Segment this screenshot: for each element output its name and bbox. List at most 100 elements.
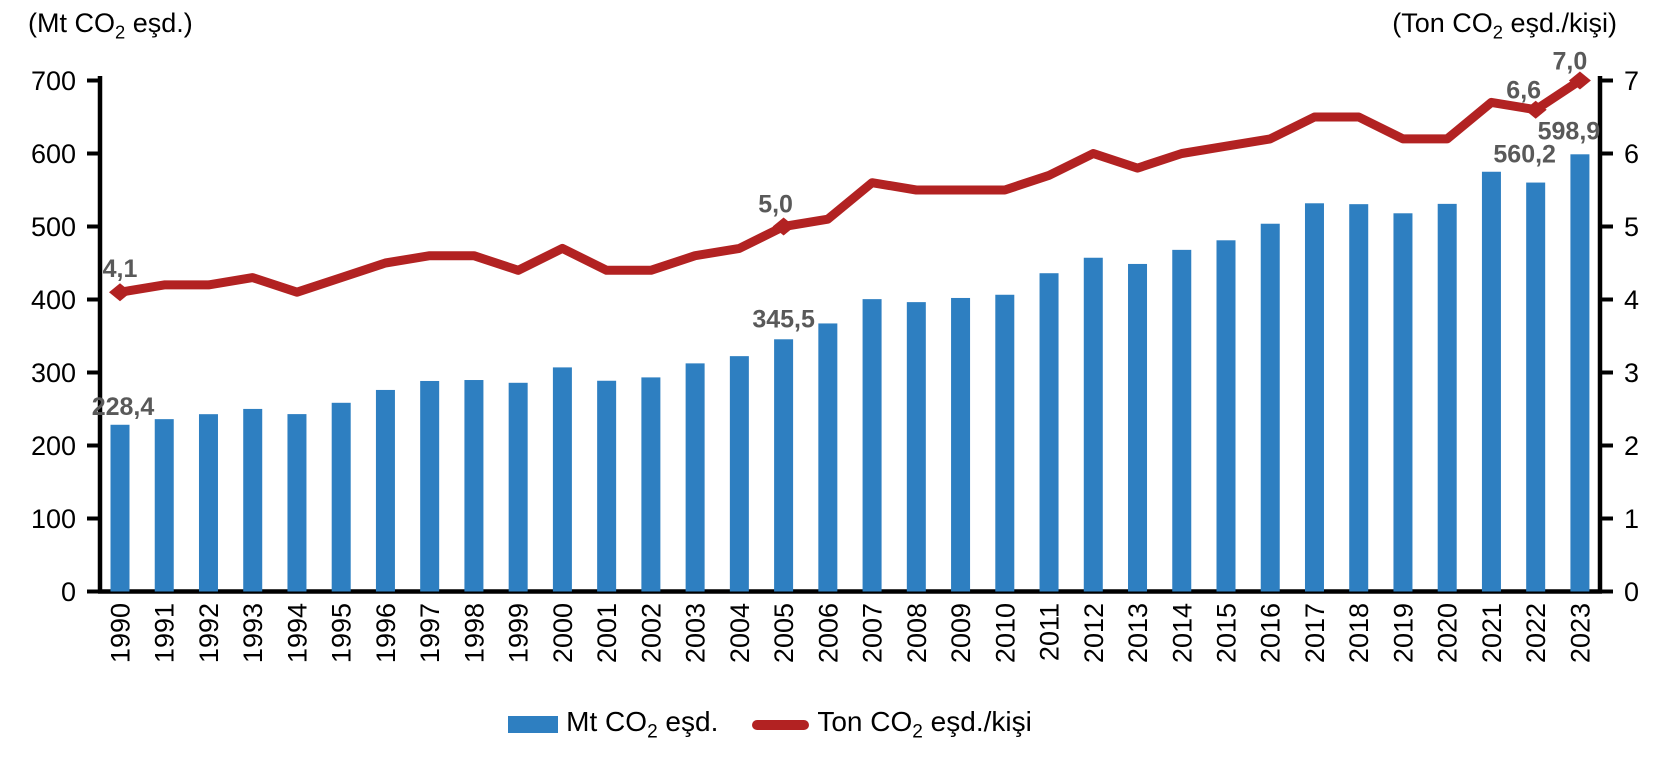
bar-label-2005: 345,5 — [752, 305, 815, 333]
bar-1995 — [331, 402, 351, 592]
left-axis-title: (Mt CO2 eşd.) — [28, 8, 193, 43]
bar-2009 — [951, 297, 971, 592]
bar-1994 — [287, 414, 307, 592]
right-tick-label-5: 5 — [1624, 212, 1639, 242]
year-label-1996: 1996 — [371, 603, 401, 663]
bar-2000 — [552, 367, 572, 592]
bar-2007 — [862, 299, 882, 592]
line-label-2005: 5,0 — [758, 191, 793, 219]
line-label-1990: 4,1 — [103, 255, 138, 283]
year-label-2003: 2003 — [681, 603, 711, 663]
bar-2016 — [1260, 223, 1280, 592]
year-label-1991: 1991 — [150, 603, 180, 663]
left-tick-label-0: 0 — [61, 577, 76, 607]
bar-2003 — [685, 363, 705, 592]
right-axis-title: (Ton CO2 eşd./kişi) — [1392, 8, 1617, 43]
left-tick-label-200: 200 — [31, 431, 76, 461]
year-label-1998: 1998 — [459, 603, 489, 663]
left-tick-label-300: 300 — [31, 358, 76, 388]
year-label-2018: 2018 — [1344, 603, 1374, 663]
line-label-2022: 6,6 — [1506, 77, 1541, 105]
year-label-2001: 2001 — [592, 603, 622, 663]
year-label-2021: 2021 — [1477, 603, 1507, 663]
bar-label-2022: 560,2 — [1493, 141, 1556, 169]
bar-2002 — [641, 377, 661, 592]
bar-2017 — [1304, 203, 1324, 592]
legend-label-per-capita: Ton CO2 eşd./kişi — [817, 706, 1032, 743]
year-label-2011: 2011 — [1035, 603, 1065, 661]
year-label-2016: 2016 — [1256, 603, 1286, 663]
left-tick-label-400: 400 — [31, 285, 76, 315]
bar-1996 — [375, 389, 395, 592]
left-tick-label-500: 500 — [31, 212, 76, 242]
diamond-marker-1990 — [109, 283, 131, 302]
bar-1998 — [464, 380, 484, 592]
year-label-2010: 2010 — [990, 603, 1020, 663]
bar-2008 — [906, 302, 926, 592]
right-tick-label-7: 7 — [1624, 66, 1639, 96]
bar-1999 — [508, 382, 528, 592]
line-series-swatch — [752, 719, 810, 730]
year-label-2000: 2000 — [548, 603, 578, 663]
right-tick-label-0: 0 — [1624, 577, 1639, 607]
bar-2013 — [1128, 263, 1148, 592]
year-label-2015: 2015 — [1212, 603, 1242, 663]
bar-series-swatch — [508, 716, 559, 734]
year-label-1999: 1999 — [504, 603, 534, 663]
year-label-1994: 1994 — [282, 603, 312, 663]
right-tick-label-2: 2 — [1624, 431, 1639, 461]
year-label-2009: 2009 — [946, 603, 976, 663]
year-label-1997: 1997 — [415, 603, 445, 663]
right-tick-label-6: 6 — [1624, 139, 1639, 169]
bar-2011 — [1039, 273, 1059, 592]
year-label-2022: 2022 — [1521, 603, 1551, 663]
bar-1990 — [110, 424, 130, 592]
year-label-2005: 2005 — [769, 603, 799, 663]
year-label-2012: 2012 — [1079, 603, 1109, 663]
bar-2023 — [1570, 154, 1590, 592]
year-label-1995: 1995 — [327, 603, 357, 663]
left-tick-label-700: 700 — [31, 66, 76, 96]
diamond-marker-2005 — [772, 217, 795, 236]
right-tick-label-3: 3 — [1624, 358, 1639, 388]
year-label-2017: 2017 — [1300, 603, 1330, 663]
year-label-2020: 2020 — [1433, 603, 1463, 663]
bar-2015 — [1216, 240, 1236, 592]
year-label-2006: 2006 — [813, 603, 843, 663]
diamond-marker-2022 — [1524, 100, 1547, 119]
bar-2018 — [1349, 204, 1369, 592]
year-label-2014: 2014 — [1167, 603, 1197, 663]
year-label-1993: 1993 — [238, 603, 268, 663]
line-label-2023: 7,0 — [1553, 48, 1588, 76]
bar-1992 — [198, 414, 218, 592]
year-label-2013: 2013 — [1123, 603, 1153, 663]
bar-2014 — [1172, 249, 1192, 592]
year-label-2023: 2023 — [1565, 603, 1595, 663]
bar-2022 — [1526, 182, 1546, 592]
diamond-marker-2023 — [1568, 71, 1591, 90]
year-label-1992: 1992 — [194, 603, 224, 663]
year-label-2007: 2007 — [858, 603, 888, 663]
bar-2012 — [1083, 257, 1103, 592]
legend-item-per-capita: Ton CO2 eşd./kişi — [752, 706, 1032, 744]
bar-2010 — [995, 294, 1015, 592]
chart-legend: Mt CO2 eşd. Ton CO2 eşd./kişi — [0, 706, 1540, 744]
bar-2001 — [597, 380, 617, 592]
bar-1997 — [420, 380, 440, 592]
bar-1993 — [243, 408, 263, 592]
bar-label-1990: 228,4 — [92, 393, 155, 421]
year-label-2004: 2004 — [725, 603, 755, 663]
right-tick-label-1: 1 — [1624, 504, 1639, 534]
year-label-2008: 2008 — [902, 603, 932, 663]
bar-2020 — [1437, 203, 1457, 592]
bar-1991 — [154, 419, 174, 592]
left-tick-label-600: 600 — [31, 139, 76, 169]
year-label-1990: 1990 — [106, 603, 136, 663]
left-tick-label-100: 100 — [31, 504, 76, 534]
year-label-2019: 2019 — [1388, 603, 1418, 663]
legend-item-total-emissions: Mt CO2 eşd. — [508, 706, 718, 744]
bar-2005 — [774, 339, 794, 592]
right-tick-label-4: 4 — [1624, 285, 1639, 315]
year-label-2002: 2002 — [636, 603, 666, 663]
